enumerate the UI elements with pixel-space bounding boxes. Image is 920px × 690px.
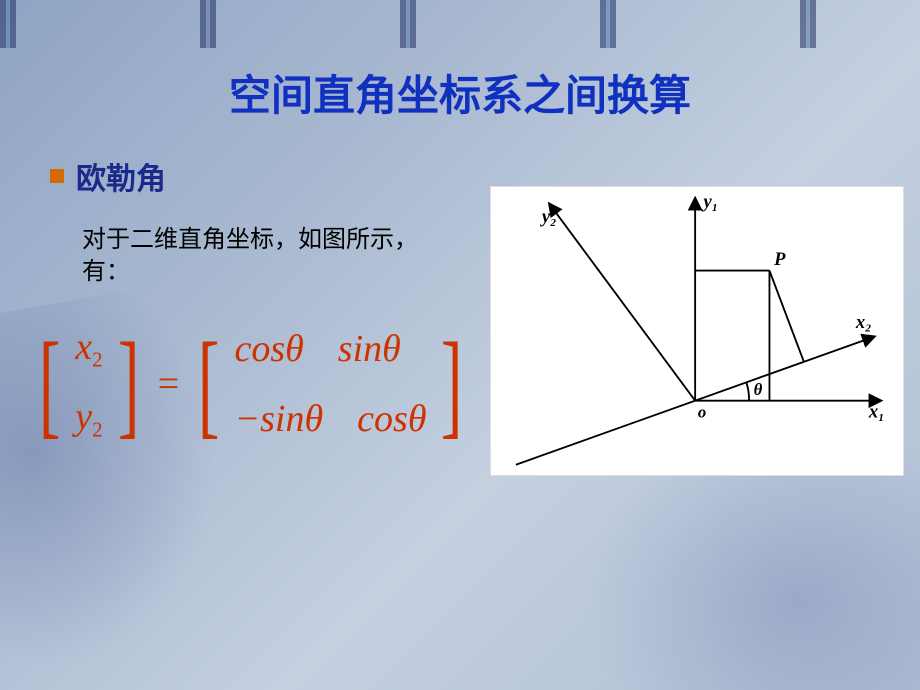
equals-sign: = bbox=[158, 362, 179, 406]
bracket-close-icon: ] bbox=[117, 336, 139, 433]
proj-to-x2 bbox=[769, 271, 803, 362]
label-y2: y₂ bbox=[540, 206, 557, 227]
bracket-open-icon: [ bbox=[198, 336, 220, 433]
bullet-marker-icon bbox=[50, 169, 64, 183]
decorative-top-border bbox=[0, 0, 920, 48]
bracket-close-icon: ] bbox=[441, 336, 463, 433]
label-x1: x₁ bbox=[868, 401, 885, 422]
m-r2c1: −sinθ bbox=[234, 397, 323, 441]
m-r1c1: cosθ bbox=[234, 327, 303, 371]
lhs-top: x2 bbox=[75, 325, 102, 372]
label-y1: y₁ bbox=[702, 191, 719, 212]
lhs-vector: x2 y2 bbox=[75, 314, 102, 454]
rotation-matrix: cosθ sinθ −sinθ cosθ bbox=[234, 314, 426, 454]
body-text: 对于二维直角坐标，如图所示，有： bbox=[82, 224, 442, 289]
diagram-svg: x₁ y₁ x₂ y₂ P o θ bbox=[491, 187, 903, 475]
m-r2c2: cosθ bbox=[357, 397, 426, 441]
axis-y2 bbox=[549, 204, 695, 401]
label-P: P bbox=[773, 249, 786, 270]
coordinate-rotation-diagram: x₁ y₁ x₂ y₂ P o θ bbox=[490, 186, 904, 476]
bullet-label: 欧勒角 bbox=[76, 154, 166, 198]
bracket-open-icon: [ bbox=[39, 336, 61, 433]
label-theta: θ bbox=[754, 380, 763, 399]
label-x2: x₂ bbox=[855, 312, 872, 333]
m-r1c2: sinθ bbox=[338, 327, 401, 371]
angle-arc bbox=[746, 382, 749, 401]
label-origin: o bbox=[698, 402, 706, 421]
bullet-row: 欧勒角 bbox=[50, 154, 166, 198]
slide-title: 空间直角坐标系之间换算 bbox=[0, 62, 920, 123]
lhs-bottom: y2 bbox=[75, 395, 102, 442]
